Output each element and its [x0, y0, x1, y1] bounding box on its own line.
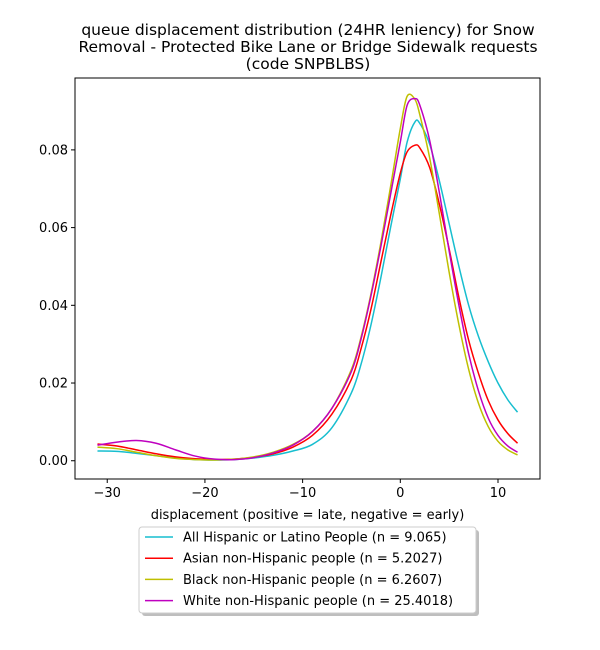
legend-label-1: All Hispanic or Latino People (n = 9.065…: [183, 531, 447, 546]
legend-label-2: Asian non-Hispanic people (n = 5.2027): [183, 552, 442, 567]
x-tick-label: −10: [289, 486, 316, 501]
x-tick-label: −30: [94, 486, 121, 501]
y-tick-label: 0.04: [39, 299, 68, 314]
series-line-4: [97, 97, 518, 461]
y-tick-label: 0.02: [39, 377, 68, 392]
legend: All Hispanic or Latino People (n = 9.065…: [138, 526, 479, 616]
axis-ticks: −30 −20 −10 0 10 0.00 0.02 0.04 0.06 0.08: [39, 143, 506, 501]
x-tick-label: 10: [490, 486, 507, 501]
y-tick-label: 0.00: [39, 454, 68, 469]
legend-box: [138, 526, 477, 614]
series-lines: [97, 93, 519, 461]
legend-label-4: White non-Hispanic people (n = 25.4018): [183, 594, 453, 609]
chart-title-line-1: queue displacement distribution (24HR le…: [81, 21, 535, 39]
chart-title-line-3: (code SNPBLBS): [246, 55, 371, 73]
y-tick-label: 0.06: [39, 221, 68, 236]
y-tick-label: 0.08: [39, 143, 68, 158]
x-tick-label: −20: [191, 486, 218, 501]
legend-label-3: Black non-Hispanic people (n = 6.2607): [183, 573, 442, 588]
chart-title-line-2: Removal - Protected Bike Lane or Bridge …: [78, 38, 537, 56]
x-axis-label: displacement (positive = late, negative …: [151, 508, 465, 523]
plot-area-frame: [74, 77, 541, 480]
x-tick-label: 0: [396, 486, 404, 501]
